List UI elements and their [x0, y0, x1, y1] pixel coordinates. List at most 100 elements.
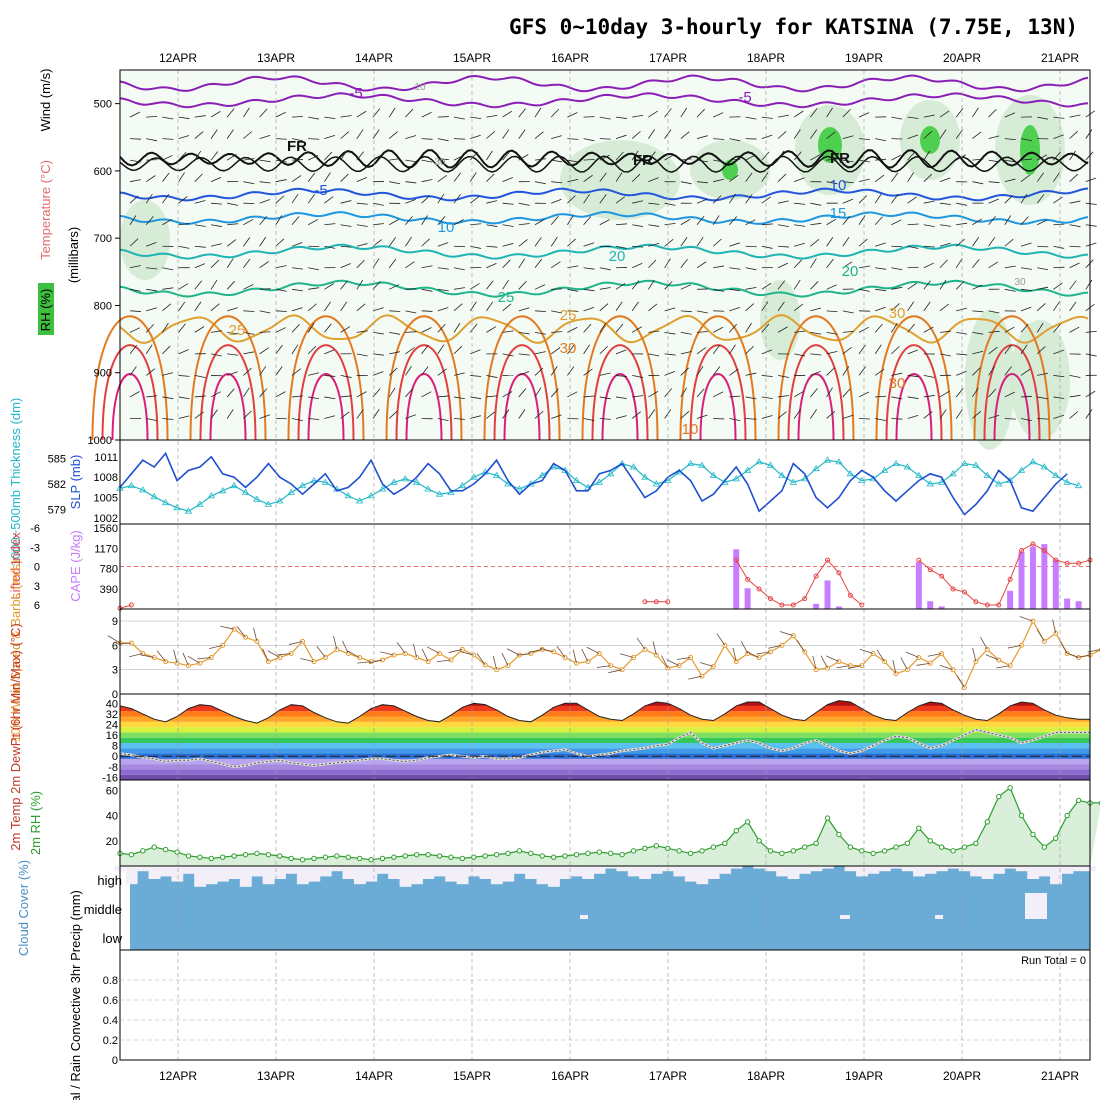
wind-barb [1020, 267, 1032, 270]
wind-barb [923, 173, 933, 182]
wind-barb [178, 135, 190, 140]
wind-barb [972, 158, 984, 161]
wind-barb [842, 215, 851, 225]
wind-barb [421, 327, 432, 333]
wind-barb [761, 415, 773, 419]
wind-barb [680, 310, 692, 313]
thickness-point [196, 500, 204, 507]
rh-point [938, 844, 945, 850]
wind-barb [1020, 242, 1032, 247]
wind-barb [842, 261, 853, 269]
wind-barb [210, 391, 221, 398]
wind-barb [858, 178, 870, 183]
wind-barb [226, 388, 235, 398]
wind-barb [826, 655, 840, 662]
wind-barb [988, 366, 995, 376]
wind-barb [243, 310, 255, 312]
wind-barb [551, 198, 562, 204]
wind-barb [874, 344, 882, 355]
wind-barb [648, 279, 655, 290]
cloud-high-gap [924, 866, 937, 874]
wind-barb [680, 331, 692, 335]
wind-barb [421, 215, 428, 225]
y-axis-label: Temperature (°C) [38, 160, 53, 260]
wind-barb [486, 301, 494, 312]
wind-barb [680, 410, 690, 419]
wind-barb [794, 177, 805, 183]
wind-barb [664, 353, 676, 356]
wind-barb [615, 196, 626, 204]
wind-barb [583, 288, 595, 292]
wind-barb [664, 409, 672, 419]
wind-barb [696, 159, 708, 163]
wind-barb [453, 154, 465, 161]
wind-barb [243, 387, 250, 398]
wind-barb [210, 202, 222, 205]
wind-barb [826, 237, 834, 247]
wind-barb [1004, 178, 1016, 183]
wind-barb [1085, 202, 1097, 205]
wind-barb [842, 388, 851, 398]
wind-barb [1020, 418, 1032, 422]
wind-barb [220, 625, 235, 630]
wind-barb [939, 151, 948, 161]
ytick-label: 700 [94, 233, 112, 245]
wind-barb [227, 202, 239, 206]
wind-barb [956, 675, 965, 688]
cloud-high-gap [1015, 866, 1028, 872]
wind-barb [342, 640, 349, 654]
cloud-high-gap [205, 866, 218, 885]
wind-barb [567, 195, 576, 204]
cloud-high-gap [502, 866, 515, 882]
wind-barb [1004, 159, 1016, 163]
thickness-point [424, 485, 432, 492]
wind-barb [129, 138, 142, 140]
rh-point [425, 851, 431, 858]
wind-barb [405, 288, 417, 290]
wind-barb [162, 116, 174, 120]
contour-label: -5 [349, 85, 362, 102]
wind-barb [146, 242, 157, 247]
cloud-high-gap [296, 866, 309, 885]
wind-barb [502, 303, 512, 312]
wind-barb [567, 288, 579, 292]
wind-barb [648, 259, 657, 269]
lifted-point [973, 599, 979, 605]
wind-barb [502, 391, 513, 398]
rh-point [288, 855, 294, 862]
thickness-point [766, 461, 775, 468]
wind-barb [437, 288, 449, 292]
cloud-high-gap [251, 866, 264, 877]
cloud-high-gap [411, 866, 423, 885]
wind-barb [421, 366, 429, 376]
cloud-high-gap [353, 866, 366, 885]
top-date-labels: 12APR 13APR 14APR 15APR 16APR 17APR 18APR 19APR… [159, 51, 1079, 65]
surface-temp-contour [209, 373, 247, 441]
dewpoint-line [119, 729, 1090, 768]
wind-barb [194, 411, 204, 419]
wind-barb [421, 265, 433, 269]
wind-barb [502, 177, 513, 183]
wind-barb [356, 353, 368, 357]
wind-barb [347, 650, 360, 658]
wind-barb [794, 353, 806, 357]
wind-barb [777, 173, 787, 182]
wind-barb [923, 301, 931, 312]
wind-barb [631, 150, 639, 161]
thickness-point [538, 471, 546, 478]
temp-color-band [120, 769, 1090, 775]
date-label-bottom: 20APR [943, 1069, 981, 1083]
wind-barb [745, 154, 756, 161]
wind-barb [761, 134, 773, 139]
y-axis-label: (millibars) [66, 227, 81, 283]
surface-temp-contour [493, 344, 551, 441]
thickness-line [119, 459, 1079, 512]
wind-barb [146, 138, 158, 142]
wind-barb [583, 216, 592, 225]
wind-barb [405, 261, 415, 269]
wind-barb [858, 344, 866, 355]
wind-barb [129, 179, 141, 183]
rh-point [779, 850, 785, 857]
wind-barb [729, 267, 741, 270]
wind-barb [891, 219, 902, 226]
